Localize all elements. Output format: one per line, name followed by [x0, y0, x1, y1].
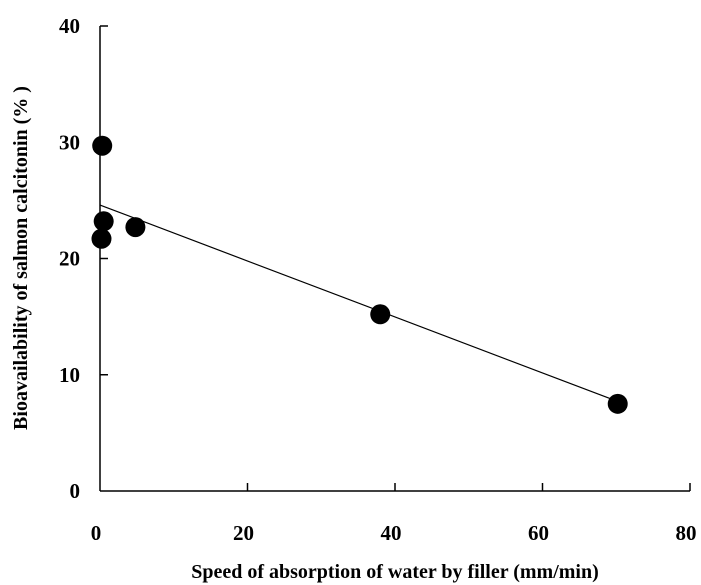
tick-labels: 0 20 40 60 80 0 10 20 30 40 [59, 14, 697, 545]
y-axis-title: Bioavailability of salmon calcitonin (% … [10, 86, 32, 430]
y-tick-label: 0 [70, 479, 81, 503]
data-point [125, 217, 146, 238]
y-tick-label: 10 [59, 363, 80, 387]
axes [99, 26, 690, 492]
data-points [91, 135, 628, 414]
y-tick-label: 30 [59, 130, 80, 154]
x-tick-label: 40 [381, 521, 402, 545]
y-tick-label: 20 [59, 247, 80, 271]
data-point [91, 228, 112, 249]
x-tick-label: 80 [676, 521, 697, 545]
x-tick-label: 20 [233, 521, 254, 545]
data-point [370, 304, 391, 325]
y-tick-label: 40 [59, 14, 80, 38]
x-tick-label: 60 [528, 521, 549, 545]
data-point [93, 211, 114, 232]
data-point [607, 393, 628, 414]
ticks [100, 25, 691, 491]
x-axis-title: Speed of absorption of water by filler (… [191, 561, 599, 583]
data-point [92, 135, 113, 156]
trendline [99, 204, 618, 403]
x-tick-label: 0 [91, 521, 102, 545]
